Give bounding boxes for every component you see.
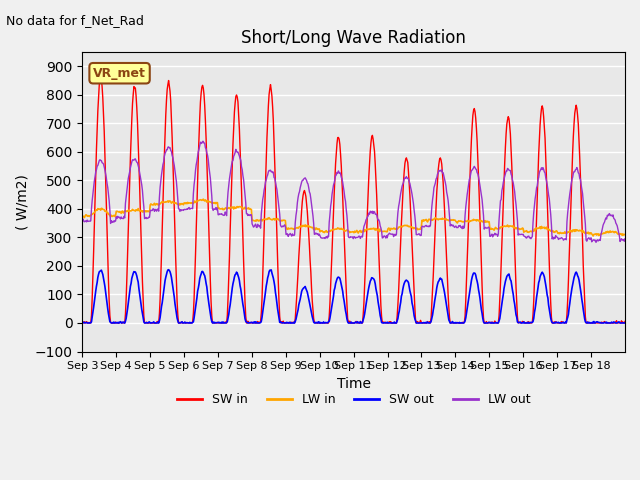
Line: LW in: LW in [83,199,625,236]
LW out [441,176,449,182]
Text: No data for f_Net_Rad: No data for f_Net_Rad [6,14,144,27]
SW out [79,320,86,326]
SW in [243,320,251,326]
SW in [79,320,86,325]
LW in [142,209,150,215]
SW out [164,267,172,273]
LW out [200,139,207,144]
SW out [243,319,250,325]
SW out [290,320,298,325]
SW out [441,290,449,296]
LW out [243,211,250,216]
Text: VR_met: VR_met [93,67,146,80]
LW in [243,206,250,212]
SW in [97,74,104,80]
LW out [290,233,298,239]
LW out [142,215,150,220]
SW out [269,275,277,281]
LW in [269,216,277,222]
SW in [143,320,151,326]
Line: SW in: SW in [83,77,625,323]
LW in [410,225,418,230]
LW in [290,226,298,231]
Title: Short/Long Wave Radiation: Short/Long Wave Radiation [241,29,466,48]
SW in [442,225,449,230]
LW out [410,207,418,213]
LW out [621,236,629,241]
LW out [592,240,600,245]
LW out [79,217,86,223]
LW in [589,233,597,239]
LW out [269,169,277,175]
Line: LW out: LW out [83,142,625,242]
SW in [411,305,419,311]
SW out [142,320,150,326]
SW in [79,320,87,326]
LW in [441,216,449,222]
SW in [621,319,629,324]
LW in [621,231,629,237]
Y-axis label: ( W/m2): ( W/m2) [15,174,29,229]
SW out [621,320,629,326]
Line: SW out: SW out [83,270,625,323]
LW in [200,196,207,202]
SW out [410,313,418,319]
Legend: SW in, LW in, SW out, LW out: SW in, LW in, SW out, LW out [172,388,535,411]
LW in [79,213,86,218]
SW in [270,139,278,144]
SW in [291,320,298,326]
X-axis label: Time: Time [337,377,371,391]
